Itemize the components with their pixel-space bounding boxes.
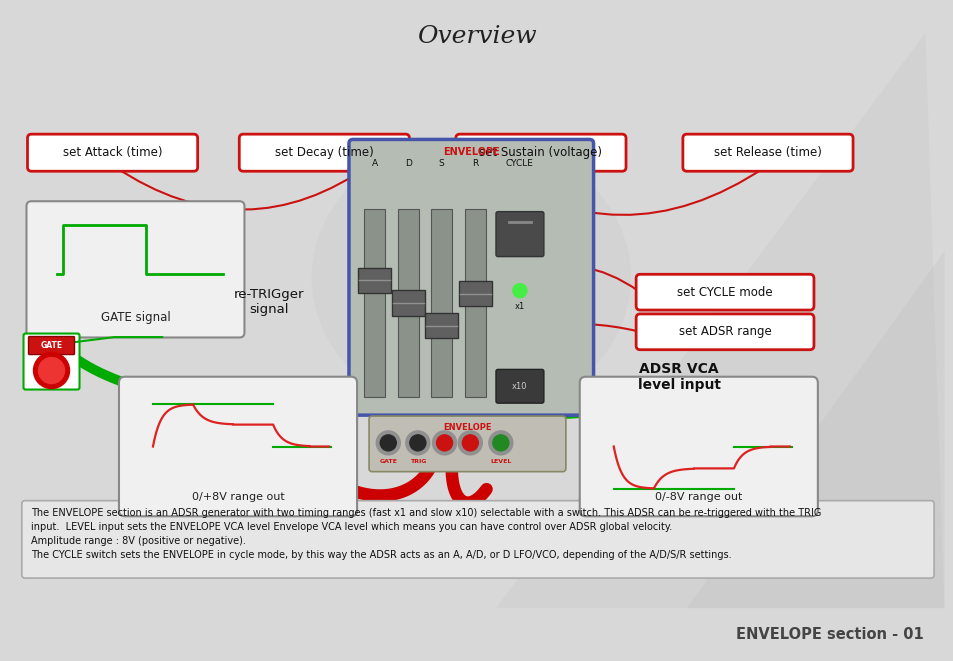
FancyBboxPatch shape <box>364 209 385 397</box>
Text: GATE signal: GATE signal <box>100 311 171 325</box>
Polygon shape <box>496 33 943 608</box>
Text: -8V: -8V <box>43 315 54 321</box>
Text: t: t <box>799 442 802 451</box>
Text: ENVELOPE section - 01: ENVELOPE section - 01 <box>735 627 923 642</box>
Text: ENVELOPE: ENVELOPE <box>442 147 499 157</box>
Circle shape <box>380 435 395 451</box>
Ellipse shape <box>312 137 630 418</box>
FancyBboxPatch shape <box>239 134 409 171</box>
Text: Decay: Decay <box>222 494 243 500</box>
FancyBboxPatch shape <box>579 377 817 516</box>
FancyBboxPatch shape <box>636 274 813 310</box>
Text: +8V: +8V <box>39 222 54 228</box>
Circle shape <box>457 431 482 455</box>
Text: Attack: Attack <box>182 494 203 500</box>
Text: set Release (time): set Release (time) <box>713 146 821 159</box>
Circle shape <box>432 431 456 455</box>
Text: Sustain: Sustain <box>720 494 745 500</box>
FancyBboxPatch shape <box>369 416 565 472</box>
Circle shape <box>33 352 70 389</box>
Text: GATE: GATE <box>379 459 396 463</box>
Text: A: A <box>372 159 377 168</box>
FancyBboxPatch shape <box>464 209 485 397</box>
FancyBboxPatch shape <box>22 500 933 578</box>
Text: -8V: -8V <box>599 486 610 491</box>
FancyBboxPatch shape <box>496 369 543 403</box>
FancyBboxPatch shape <box>24 334 79 389</box>
Circle shape <box>405 431 430 455</box>
Text: GATE: GATE <box>40 341 63 350</box>
Circle shape <box>462 435 477 451</box>
FancyBboxPatch shape <box>397 209 418 397</box>
Text: Overview: Overview <box>416 25 537 48</box>
Polygon shape <box>686 251 943 608</box>
FancyBboxPatch shape <box>636 314 813 350</box>
FancyBboxPatch shape <box>119 377 356 516</box>
Circle shape <box>493 435 508 451</box>
FancyBboxPatch shape <box>358 268 391 293</box>
Text: D: D <box>404 159 412 168</box>
Text: t: t <box>232 270 234 279</box>
FancyBboxPatch shape <box>28 134 197 171</box>
Text: t: t <box>338 442 342 451</box>
Text: set ADSR range: set ADSR range <box>678 325 771 338</box>
Text: Attack: Attack <box>642 494 663 500</box>
FancyBboxPatch shape <box>29 336 74 354</box>
FancyBboxPatch shape <box>349 139 593 415</box>
Circle shape <box>410 435 425 451</box>
FancyBboxPatch shape <box>682 134 852 171</box>
FancyBboxPatch shape <box>458 281 491 306</box>
Circle shape <box>513 284 526 297</box>
Text: 0/-8V range out: 0/-8V range out <box>655 492 741 502</box>
Text: +8V: +8V <box>136 402 150 407</box>
FancyBboxPatch shape <box>27 201 244 338</box>
Text: R: R <box>472 159 477 168</box>
Text: ADSR VCA
level input: ADSR VCA level input <box>637 362 720 392</box>
Text: The ENVELOPE section is an ADSR generator with two timing ranges (fast x1 and sl: The ENVELOPE section is an ADSR generato… <box>30 508 821 560</box>
Text: set Sustain (voltage): set Sustain (voltage) <box>479 146 601 159</box>
FancyBboxPatch shape <box>425 313 457 338</box>
Text: S: S <box>438 159 444 168</box>
Text: TRIG: TRIG <box>409 459 426 463</box>
Text: set Decay (time): set Decay (time) <box>274 146 374 159</box>
Text: x10: x10 <box>512 382 527 391</box>
Text: set CYCLE mode: set CYCLE mode <box>677 286 772 299</box>
Text: set Attack (time): set Attack (time) <box>63 146 162 159</box>
Text: Release: Release <box>757 494 782 500</box>
Text: CYCLE: CYCLE <box>505 159 534 168</box>
Circle shape <box>38 358 65 383</box>
Text: x1: x1 <box>515 302 524 311</box>
FancyBboxPatch shape <box>496 212 543 256</box>
Text: -8V: -8V <box>139 486 150 491</box>
Circle shape <box>436 435 452 451</box>
Text: re-TRIGger
signal: re-TRIGger signal <box>233 288 304 316</box>
Circle shape <box>488 431 513 455</box>
Text: OFF: OFF <box>150 309 163 315</box>
FancyBboxPatch shape <box>431 209 452 397</box>
Text: Release: Release <box>296 494 322 500</box>
Text: ENVELOPE: ENVELOPE <box>443 423 491 432</box>
FancyBboxPatch shape <box>392 290 424 315</box>
Text: Decay: Decay <box>682 494 703 500</box>
Text: LEVEL: LEVEL <box>490 459 511 463</box>
Circle shape <box>375 431 400 455</box>
Text: ON: ON <box>68 309 78 315</box>
FancyBboxPatch shape <box>456 134 625 171</box>
Text: Sustain: Sustain <box>260 494 285 500</box>
Text: +8V: +8V <box>597 402 610 407</box>
Text: 0/+8V range out: 0/+8V range out <box>192 492 284 502</box>
